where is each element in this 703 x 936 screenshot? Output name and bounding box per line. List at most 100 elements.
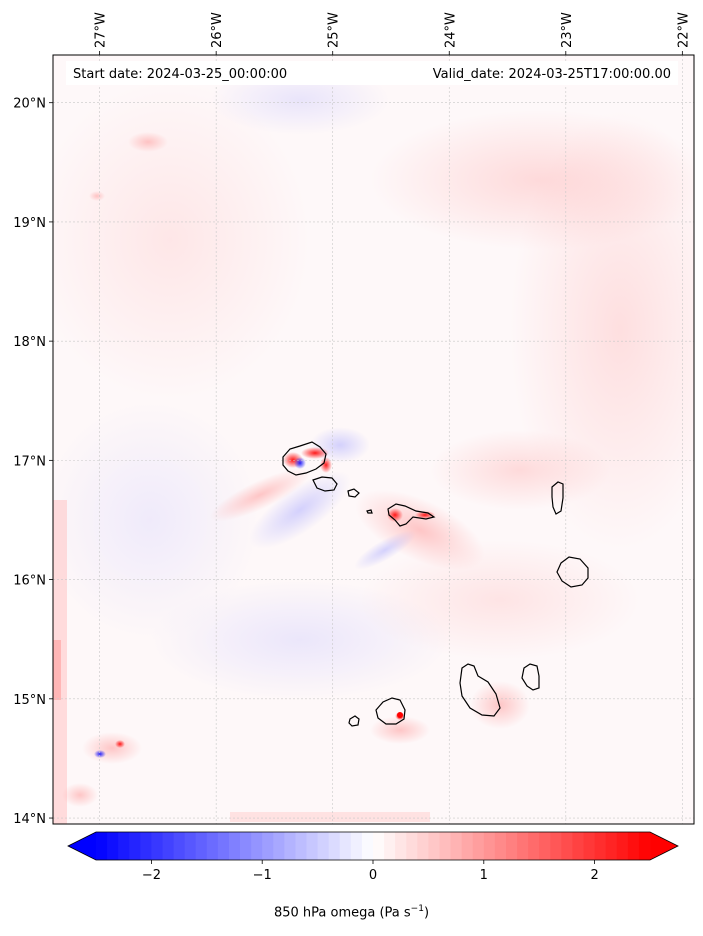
omega-field xyxy=(53,55,694,824)
colorbar-step xyxy=(96,832,108,860)
latitude-labels: 20°N 19°N 18°N 17°N 16°N 15°N 14°N xyxy=(13,97,53,827)
colorbar-step xyxy=(428,832,440,860)
colorbar-step xyxy=(472,832,485,860)
colorbar-step xyxy=(583,832,596,860)
colorbar-extend-low xyxy=(68,832,96,860)
colorbar-step xyxy=(228,832,241,860)
colorbar-tick-label: −1 xyxy=(253,868,272,883)
colorbar-step xyxy=(373,832,385,860)
colorbar-step xyxy=(483,832,496,860)
colorbar-label-main: 850 hPa omega (Pa s xyxy=(273,905,411,921)
colorbar-step xyxy=(528,832,540,860)
colorbar-steps xyxy=(96,832,651,860)
colorbar-step xyxy=(406,832,418,860)
colorbar-step xyxy=(627,832,640,860)
lon-tick-label: 24°W xyxy=(443,12,458,48)
colorbar-step xyxy=(638,832,651,860)
colorbar-tick-label: 2 xyxy=(590,868,598,883)
lat-tick-label: 15°N xyxy=(13,693,46,708)
colorbar-step xyxy=(284,832,296,860)
colorbar-step xyxy=(118,832,130,860)
colorbar-step xyxy=(129,832,141,860)
map-frame xyxy=(52,54,695,825)
colorbar-step xyxy=(616,832,629,860)
colorbar-step xyxy=(206,832,219,860)
lat-tick-label: 14°N xyxy=(13,812,46,827)
lat-tick-label: 16°N xyxy=(13,574,46,589)
colorbar-step xyxy=(439,832,452,860)
island-santiago xyxy=(459,663,501,717)
island-sao-vicente xyxy=(312,476,338,492)
island-santa-luzia xyxy=(347,488,360,498)
colorbar-label: 850 hPa omega (Pa s−1) xyxy=(0,904,703,920)
map-panel: Start date: 2024-03-25_00:00:00 Valid_da… xyxy=(52,54,695,825)
colorbar-step xyxy=(395,832,407,860)
colorbar-ticks: −2 −1 0 1 2 xyxy=(142,860,599,883)
colorbar-step xyxy=(273,832,285,860)
colorbar-step xyxy=(461,832,474,860)
colorbar-step xyxy=(295,832,308,860)
lon-tick-label: 22°W xyxy=(676,12,691,48)
colorbar-step xyxy=(184,832,197,860)
colorbar-step xyxy=(605,832,618,860)
lat-tick-label: 18°N xyxy=(13,335,46,350)
colorbar-step xyxy=(494,832,507,860)
colorbar-outline xyxy=(67,831,679,861)
lon-tick-label: 25°W xyxy=(327,12,342,48)
colorbar-step xyxy=(505,832,518,860)
colorbar-step xyxy=(572,832,585,860)
colorbar-label-exponent: −1 xyxy=(410,904,424,914)
lat-tick-label: 19°N xyxy=(13,216,46,231)
start-date-text: Start date: 2024-03-25_00:00:00 xyxy=(73,67,287,82)
colorbar-step xyxy=(550,832,562,860)
island-brava xyxy=(348,715,360,727)
colorbar-step xyxy=(162,832,175,860)
colorbar-step xyxy=(594,832,607,860)
island-islet-1 xyxy=(366,509,373,514)
longitude-labels: 27°W 26°W 25°W 24°W 23°W 22°W xyxy=(94,12,691,55)
colorbar-step xyxy=(384,832,396,860)
island-fogo xyxy=(375,697,406,725)
colorbar-step xyxy=(361,832,374,860)
colorbar-step xyxy=(317,832,330,860)
colorbar-step xyxy=(350,832,363,860)
colorbar-step xyxy=(107,832,119,860)
lat-tick-label: 20°N xyxy=(13,97,46,112)
colorbar-step xyxy=(328,832,341,860)
colorbar-extend-high xyxy=(650,832,678,860)
colorbar-step xyxy=(339,832,352,860)
valid-date-text: Valid_date: 2024-03-25T17:00:00.00 xyxy=(433,67,671,82)
colorbar-step xyxy=(561,832,573,860)
lat-tick-label: 17°N xyxy=(13,454,46,469)
header-box xyxy=(66,61,678,85)
colorbar-tick-label: −2 xyxy=(142,868,161,883)
coastlines xyxy=(282,441,589,727)
colorbar-step xyxy=(240,832,252,860)
island-maio xyxy=(521,663,540,691)
colorbar-step xyxy=(539,832,551,860)
colorbar-tick-label: 1 xyxy=(480,868,488,883)
lon-tick-label: 27°W xyxy=(94,12,109,48)
colorbar-step xyxy=(262,832,274,860)
lon-tick-label: 23°W xyxy=(560,12,575,48)
lon-tick-label: 26°W xyxy=(210,12,225,48)
colorbar-step xyxy=(251,832,263,860)
island-sal xyxy=(551,481,564,515)
colorbar-step xyxy=(140,832,152,860)
island-sao-nicolau xyxy=(387,503,436,527)
colorbar-step xyxy=(306,832,319,860)
colorbar-step xyxy=(450,832,463,860)
colorbar-step xyxy=(517,832,529,860)
colorbar: −2 −1 0 1 2 xyxy=(67,831,679,883)
island-boa-vista xyxy=(556,556,589,588)
island-santo-antao xyxy=(282,441,327,476)
colorbar-step xyxy=(217,832,230,860)
colorbar-step xyxy=(173,832,186,860)
colorbar-step xyxy=(417,832,429,860)
gridlines xyxy=(53,55,694,824)
colorbar-step xyxy=(151,832,163,860)
colorbar-label-end: ) xyxy=(423,905,430,921)
colorbar-tick-label: 0 xyxy=(369,868,377,883)
colorbar-step xyxy=(195,832,208,860)
